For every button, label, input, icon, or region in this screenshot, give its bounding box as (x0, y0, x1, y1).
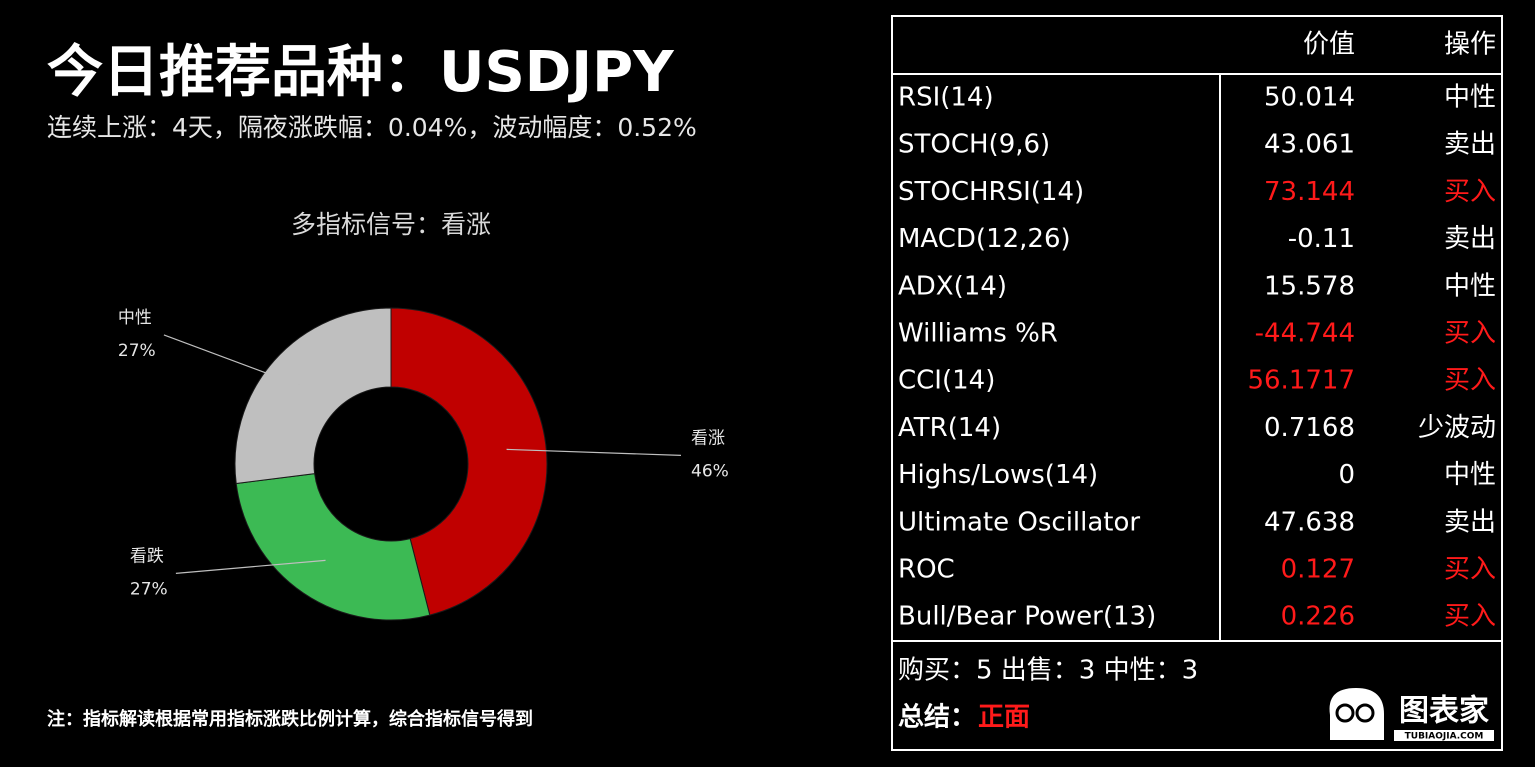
page-subtitle: 连续上涨：4天，隔夜涨跌幅：0.04%，波动幅度：0.52% (47, 113, 697, 142)
leader-line (163, 334, 304, 388)
slice-label: 中性 (118, 308, 152, 328)
note: 注：指标解读根据常用指标涨跌比例计算，综合指标信号得到 (47, 708, 533, 730)
leader-line (506, 448, 682, 456)
row-action: 卖出 (1444, 224, 1496, 254)
row-action: 买入 (1444, 177, 1496, 207)
column-header: 价值 (1303, 30, 1355, 60)
logo-eye (1335, 703, 1355, 723)
row-name: Bull/Bear Power(13) (898, 602, 1156, 632)
row-name: ATR(14) (898, 413, 1001, 443)
row-name: RSI(14) (898, 83, 994, 113)
row-value: -0.11 (1288, 224, 1355, 254)
row-name: Ultimate Oscillator (898, 507, 1140, 537)
logo-eye (1355, 703, 1375, 723)
row-value: 15.578 (1264, 271, 1355, 301)
row-value: 50.014 (1264, 83, 1355, 113)
column-header: 操作 (1444, 30, 1496, 60)
row-action: 中性 (1444, 83, 1496, 113)
slice (235, 473, 431, 621)
row-name: STOCH(9,6) (898, 130, 1050, 160)
chart-title: 多指标信号：看涨 (291, 210, 491, 239)
row-name: ADX(14) (898, 271, 1007, 301)
row-value: 0.226 (1281, 602, 1355, 632)
row-name: STOCHRSI(14) (898, 177, 1084, 207)
table-frame (891, 15, 1503, 751)
row-value: 43.061 (1264, 130, 1355, 160)
slice-label: 看跌 (130, 546, 164, 566)
row-value: 0.127 (1281, 555, 1355, 585)
row-name: CCI(14) (898, 366, 995, 396)
summary-counts: 购买：5 出售：3 中性：3 (898, 656, 1198, 686)
row-value: -44.744 (1255, 319, 1355, 349)
row-action: 少波动 (1418, 413, 1496, 443)
row-action: 买入 (1444, 602, 1496, 632)
row-action: 中性 (1444, 460, 1496, 490)
slice-value-label: 46% (691, 461, 729, 481)
row-name: MACD(12,26) (898, 224, 1071, 254)
row-name: ROC (898, 555, 955, 585)
leader-line (175, 559, 326, 574)
row-value: 47.638 (1264, 507, 1355, 537)
summary-conclusion: 正面 (978, 703, 1030, 733)
page-title: 今日推荐品种：USDJPY (47, 40, 675, 105)
row-action: 买入 (1444, 555, 1496, 585)
slice (234, 307, 392, 485)
row-action: 买入 (1444, 366, 1496, 396)
row-value: 56.1717 (1247, 366, 1355, 396)
row-value: 73.144 (1264, 177, 1355, 207)
summary-label: 总结： (898, 703, 976, 733)
row-value: 0 (1338, 460, 1355, 490)
row-action: 中性 (1444, 271, 1496, 301)
logo-url: TUBIAOJIA.COM (1405, 732, 1484, 742)
logo-url-bg (1394, 730, 1494, 741)
row-action: 卖出 (1444, 507, 1496, 537)
row-action: 买入 (1444, 319, 1496, 349)
row-value: 0.7168 (1264, 413, 1355, 443)
slice-value-label: 27% (118, 341, 156, 361)
slice-label: 看涨 (691, 428, 725, 448)
slice (390, 307, 548, 616)
slice-value-label: 27% (130, 579, 168, 599)
logo: 图表家 TUBIAOJIA.COM (1329, 688, 1494, 742)
row-name: Williams %R (898, 319, 1058, 349)
logo-name: 图表家 (1399, 694, 1489, 729)
row-name: Highs/Lows(14) (898, 460, 1098, 490)
row-action: 卖出 (1444, 130, 1496, 160)
